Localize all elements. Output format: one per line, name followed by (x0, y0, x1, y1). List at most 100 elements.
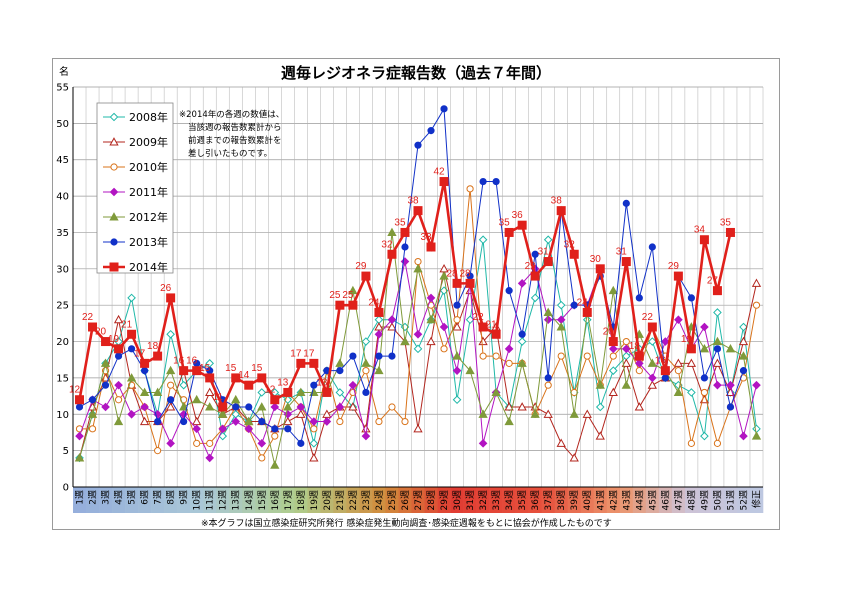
data-label: 24 (577, 297, 589, 308)
legend-label: 2010年 (129, 160, 168, 174)
note-line-4: 差し引いたものです。 (188, 148, 272, 159)
x-band-cell (242, 487, 256, 513)
data-point-marker (335, 402, 345, 412)
data-point-marker (699, 343, 710, 353)
x-tick-label: 9週 (179, 490, 190, 505)
data-label: 29 (668, 261, 680, 272)
data-point-marker (179, 380, 188, 390)
data-label: 19 (108, 334, 120, 345)
x-band-cell (255, 487, 269, 513)
y-tick-label: 5 (63, 446, 69, 457)
y-axis-unit-label: 名 (59, 65, 69, 78)
data-point-marker (335, 388, 345, 397)
x-tick-label: 46週 (660, 490, 671, 510)
data-point-marker (336, 417, 344, 426)
data-label: 15 (225, 363, 237, 374)
data-point-marker (140, 358, 150, 368)
data-point-marker (109, 112, 119, 122)
data-point-marker (543, 257, 553, 267)
data-point-marker (126, 373, 137, 382)
data-point-marker (361, 271, 371, 281)
series-layer (74, 105, 762, 469)
data-point-marker (75, 395, 85, 405)
x-band-cell (606, 487, 621, 513)
x-tick-label: 19週 (309, 490, 320, 510)
data-point-marker (478, 322, 488, 332)
data-label: 13 (277, 377, 289, 388)
data-point-marker (726, 380, 735, 390)
x-band-cell (138, 487, 152, 513)
data-point-marker (608, 387, 618, 396)
data-point-marker (504, 416, 514, 426)
data-point-marker (582, 307, 592, 317)
data-point-marker (505, 287, 513, 295)
data-label: 19 (681, 334, 693, 345)
data-point-marker (556, 322, 566, 331)
data-point-marker (88, 396, 97, 404)
x-band-cell (541, 487, 555, 513)
x-band-cell (593, 487, 608, 513)
y-tick-label: 45 (56, 155, 69, 166)
data-point-marker (713, 345, 722, 353)
data-label: 35 (499, 217, 511, 228)
data-point-marker (569, 249, 579, 259)
x-tick-label: 44週 (634, 490, 645, 510)
legend: 2008年 2009年 2010年 2011年 2012年 2013年 2014年 (96, 102, 174, 274)
x-band-cell (307, 487, 321, 513)
footnote: ※本グラフは国立感染症研究所発行 感染症発生動向調査･感染症週報をもとに協会が作… (201, 517, 612, 529)
data-point-marker (543, 235, 553, 245)
x-band-cell (177, 487, 191, 513)
x-band-cell (632, 487, 647, 513)
data-point-marker (595, 380, 605, 389)
data-point-marker (739, 367, 748, 375)
data-point-marker (401, 243, 409, 251)
data-point-marker (648, 373, 657, 383)
x-band-cell (333, 487, 347, 513)
data-point-marker (635, 294, 643, 302)
x-band-cell (99, 487, 113, 513)
data-point-marker (88, 425, 97, 433)
x-band-cell (398, 487, 412, 513)
data-point-marker (543, 409, 553, 418)
x-axis-color-band (73, 487, 764, 513)
legend-label: 2014年 (129, 260, 168, 274)
data-point-marker (634, 351, 644, 361)
x-tick-label: 50週 (712, 490, 723, 510)
data-point-marker (414, 141, 422, 149)
data-point-marker (231, 417, 241, 426)
data-point-marker (114, 380, 123, 390)
data-point-marker (413, 329, 423, 339)
data-point-marker (205, 402, 215, 411)
data-label: 12 (69, 385, 81, 396)
legend-label: 2012年 (129, 210, 168, 224)
data-point-marker (218, 409, 228, 418)
data-point-marker (349, 352, 357, 360)
x-tick-label: 48週 (686, 490, 697, 510)
data-point-marker (374, 365, 384, 375)
data-point-marker (648, 243, 656, 251)
x-tick-label: 30週 (452, 490, 463, 510)
data-point-marker (257, 373, 267, 383)
data-label: 22 (642, 312, 654, 323)
data-point-marker (192, 424, 201, 434)
x-band-cell (281, 487, 295, 513)
data-label: 13 (316, 377, 328, 388)
data-point-marker (335, 300, 345, 310)
data-point-marker (375, 417, 383, 426)
x-band-cell (580, 487, 595, 513)
x-band-cell (463, 487, 477, 513)
x-tick-label: 17週 (283, 490, 294, 510)
data-label: 20 (95, 327, 107, 338)
data-point-marker (152, 387, 163, 396)
data-point-marker (595, 264, 605, 274)
data-point-marker (478, 439, 488, 448)
data-point-marker (543, 315, 553, 325)
x-band-cell (73, 487, 87, 513)
data-point-marker (310, 381, 318, 389)
data-point-marker (452, 278, 462, 288)
data-point-marker (478, 235, 488, 245)
data-point-marker (426, 293, 436, 303)
data-point-marker (387, 249, 397, 259)
data-point-marker (439, 271, 449, 280)
data-point-marker (192, 416, 202, 426)
